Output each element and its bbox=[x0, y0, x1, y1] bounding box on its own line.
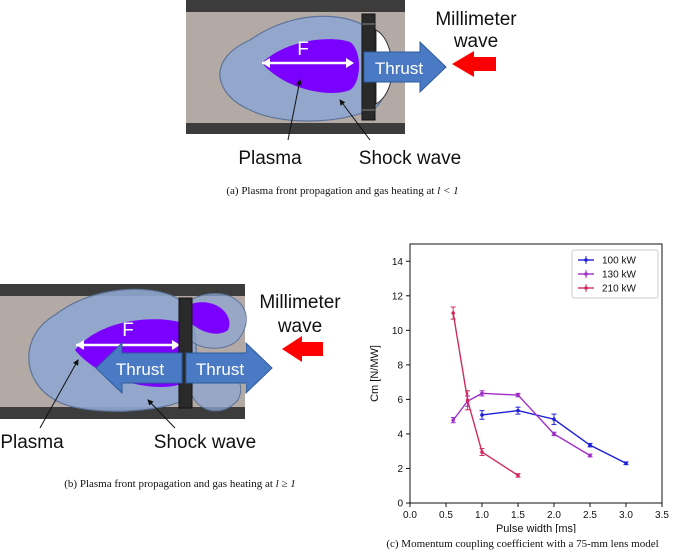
x-tick-label: 3.0 bbox=[619, 510, 633, 521]
x-tick-label: 2.5 bbox=[583, 510, 597, 521]
x-axis-label: Pulse width [ms] bbox=[496, 523, 576, 533]
legend-marker bbox=[584, 272, 588, 276]
series-line-1 bbox=[452, 392, 591, 457]
shock-wave-label: Shock wave bbox=[359, 148, 461, 169]
f-label: F bbox=[122, 320, 134, 341]
data-point bbox=[451, 418, 455, 422]
x-tick-label: 0.5 bbox=[439, 510, 453, 521]
plasma-leader bbox=[39, 359, 79, 429]
y-tick-label: 4 bbox=[397, 429, 403, 440]
shock-wave-label: Shock wave bbox=[154, 432, 256, 453]
y-tick-label: 8 bbox=[397, 360, 403, 371]
data-point bbox=[516, 473, 520, 478]
y-axis-label: Cm [N/MW] bbox=[369, 345, 381, 402]
tube-wall-top bbox=[186, 0, 405, 12]
caption-c: (c) Momentum coupling coefficient with a… bbox=[386, 538, 659, 550]
shock-leader bbox=[339, 99, 371, 141]
wave-label: wave bbox=[453, 31, 498, 52]
y-tick-label: 6 bbox=[397, 395, 403, 406]
data-point bbox=[624, 461, 628, 466]
data-point bbox=[480, 413, 484, 417]
thrust-label-right: Thrust bbox=[196, 360, 244, 379]
beam-arrow bbox=[282, 336, 323, 362]
shock-leader bbox=[147, 399, 176, 429]
x-tick-label: 1.5 bbox=[511, 510, 525, 521]
x-tick-label: 3.5 bbox=[655, 510, 669, 521]
series-line-2 bbox=[452, 312, 519, 476]
caption-a: (a) Plasma front propagation and gas hea… bbox=[226, 185, 459, 197]
plasma-label: Plasma bbox=[238, 148, 302, 169]
data-point bbox=[588, 453, 592, 458]
y-tick-label: 12 bbox=[392, 291, 404, 302]
y-tick-label: 0 bbox=[397, 499, 403, 510]
cm-chart: 0.0 0.5 1.0 1.5 2.0 2.5 3.0 3.5 0 2 4 6 8 10 12 14 Pulse… bbox=[369, 243, 669, 535]
tube-wall-bottom bbox=[0, 407, 245, 419]
data-point bbox=[552, 432, 556, 436]
f-arrow-left-head bbox=[262, 58, 270, 68]
data-point bbox=[451, 311, 455, 315]
figure-a-diagram: F Thrust Millimeter wave Plasma Shock wa… bbox=[186, 0, 517, 169]
x-tick-label: 0.0 bbox=[403, 510, 417, 521]
legend-label: 130 kW bbox=[602, 270, 636, 281]
millimeter-label: Millimeter bbox=[435, 9, 517, 30]
plasma-lobe-upper bbox=[188, 302, 230, 334]
wave-label: wave bbox=[277, 316, 322, 337]
beam-arrow bbox=[452, 51, 496, 77]
f-arrow-right-head bbox=[172, 340, 180, 350]
millimeter-label: Millimeter bbox=[259, 292, 341, 313]
data-point bbox=[516, 393, 520, 397]
f-label: F bbox=[297, 39, 309, 60]
legend-label: 210 kW bbox=[602, 284, 636, 295]
legend-label: 100 kW bbox=[602, 256, 636, 267]
y-tick-label: 2 bbox=[397, 464, 403, 475]
data-point bbox=[516, 408, 520, 413]
caption-b: (b) Plasma front propagation and gas hea… bbox=[64, 478, 296, 490]
thrust-arrow-right bbox=[185, 341, 273, 395]
data-point bbox=[480, 450, 484, 454]
thrust-arrow bbox=[363, 40, 447, 94]
x-tick-label: 1.0 bbox=[475, 510, 489, 521]
figure-a: F Thrust Millimeter wave Plasma Shock wa… bbox=[0, 0, 685, 210]
f-arrow-right-head bbox=[346, 58, 354, 68]
f-arrow-left-head bbox=[76, 340, 84, 350]
plot-frame bbox=[409, 243, 663, 504]
y-tick-label: 10 bbox=[392, 326, 404, 337]
figure-b-diagram: F Thrust Thrust Millimeter wave Plasma S… bbox=[0, 284, 341, 453]
plasma-label: Plasma bbox=[0, 432, 64, 453]
figure-c: 0.0 0.5 1.0 1.5 2.0 2.5 3.0 3.5 0 2 4 6 8 10 12 14 Pulse… bbox=[360, 228, 685, 557]
legend-marker bbox=[584, 286, 588, 290]
data-point bbox=[465, 398, 470, 403]
thrust-arrow-left bbox=[95, 341, 183, 395]
data-point bbox=[552, 417, 556, 422]
legend-marker bbox=[584, 258, 588, 262]
thrust-label-left: Thrust bbox=[116, 360, 164, 379]
legend-box bbox=[571, 249, 659, 299]
y-tick-label: 14 bbox=[392, 257, 404, 268]
x-tick-label: 2.0 bbox=[547, 510, 561, 521]
plasma-shape bbox=[262, 39, 359, 93]
tube-wall-bottom bbox=[186, 123, 405, 134]
data-point bbox=[588, 443, 592, 447]
figure-b: F Thrust Thrust Millimeter wave Plasma S… bbox=[0, 260, 360, 500]
data-point bbox=[480, 391, 484, 396]
plasma-leader bbox=[287, 79, 302, 141]
thrust-label: Thrust bbox=[375, 59, 423, 78]
